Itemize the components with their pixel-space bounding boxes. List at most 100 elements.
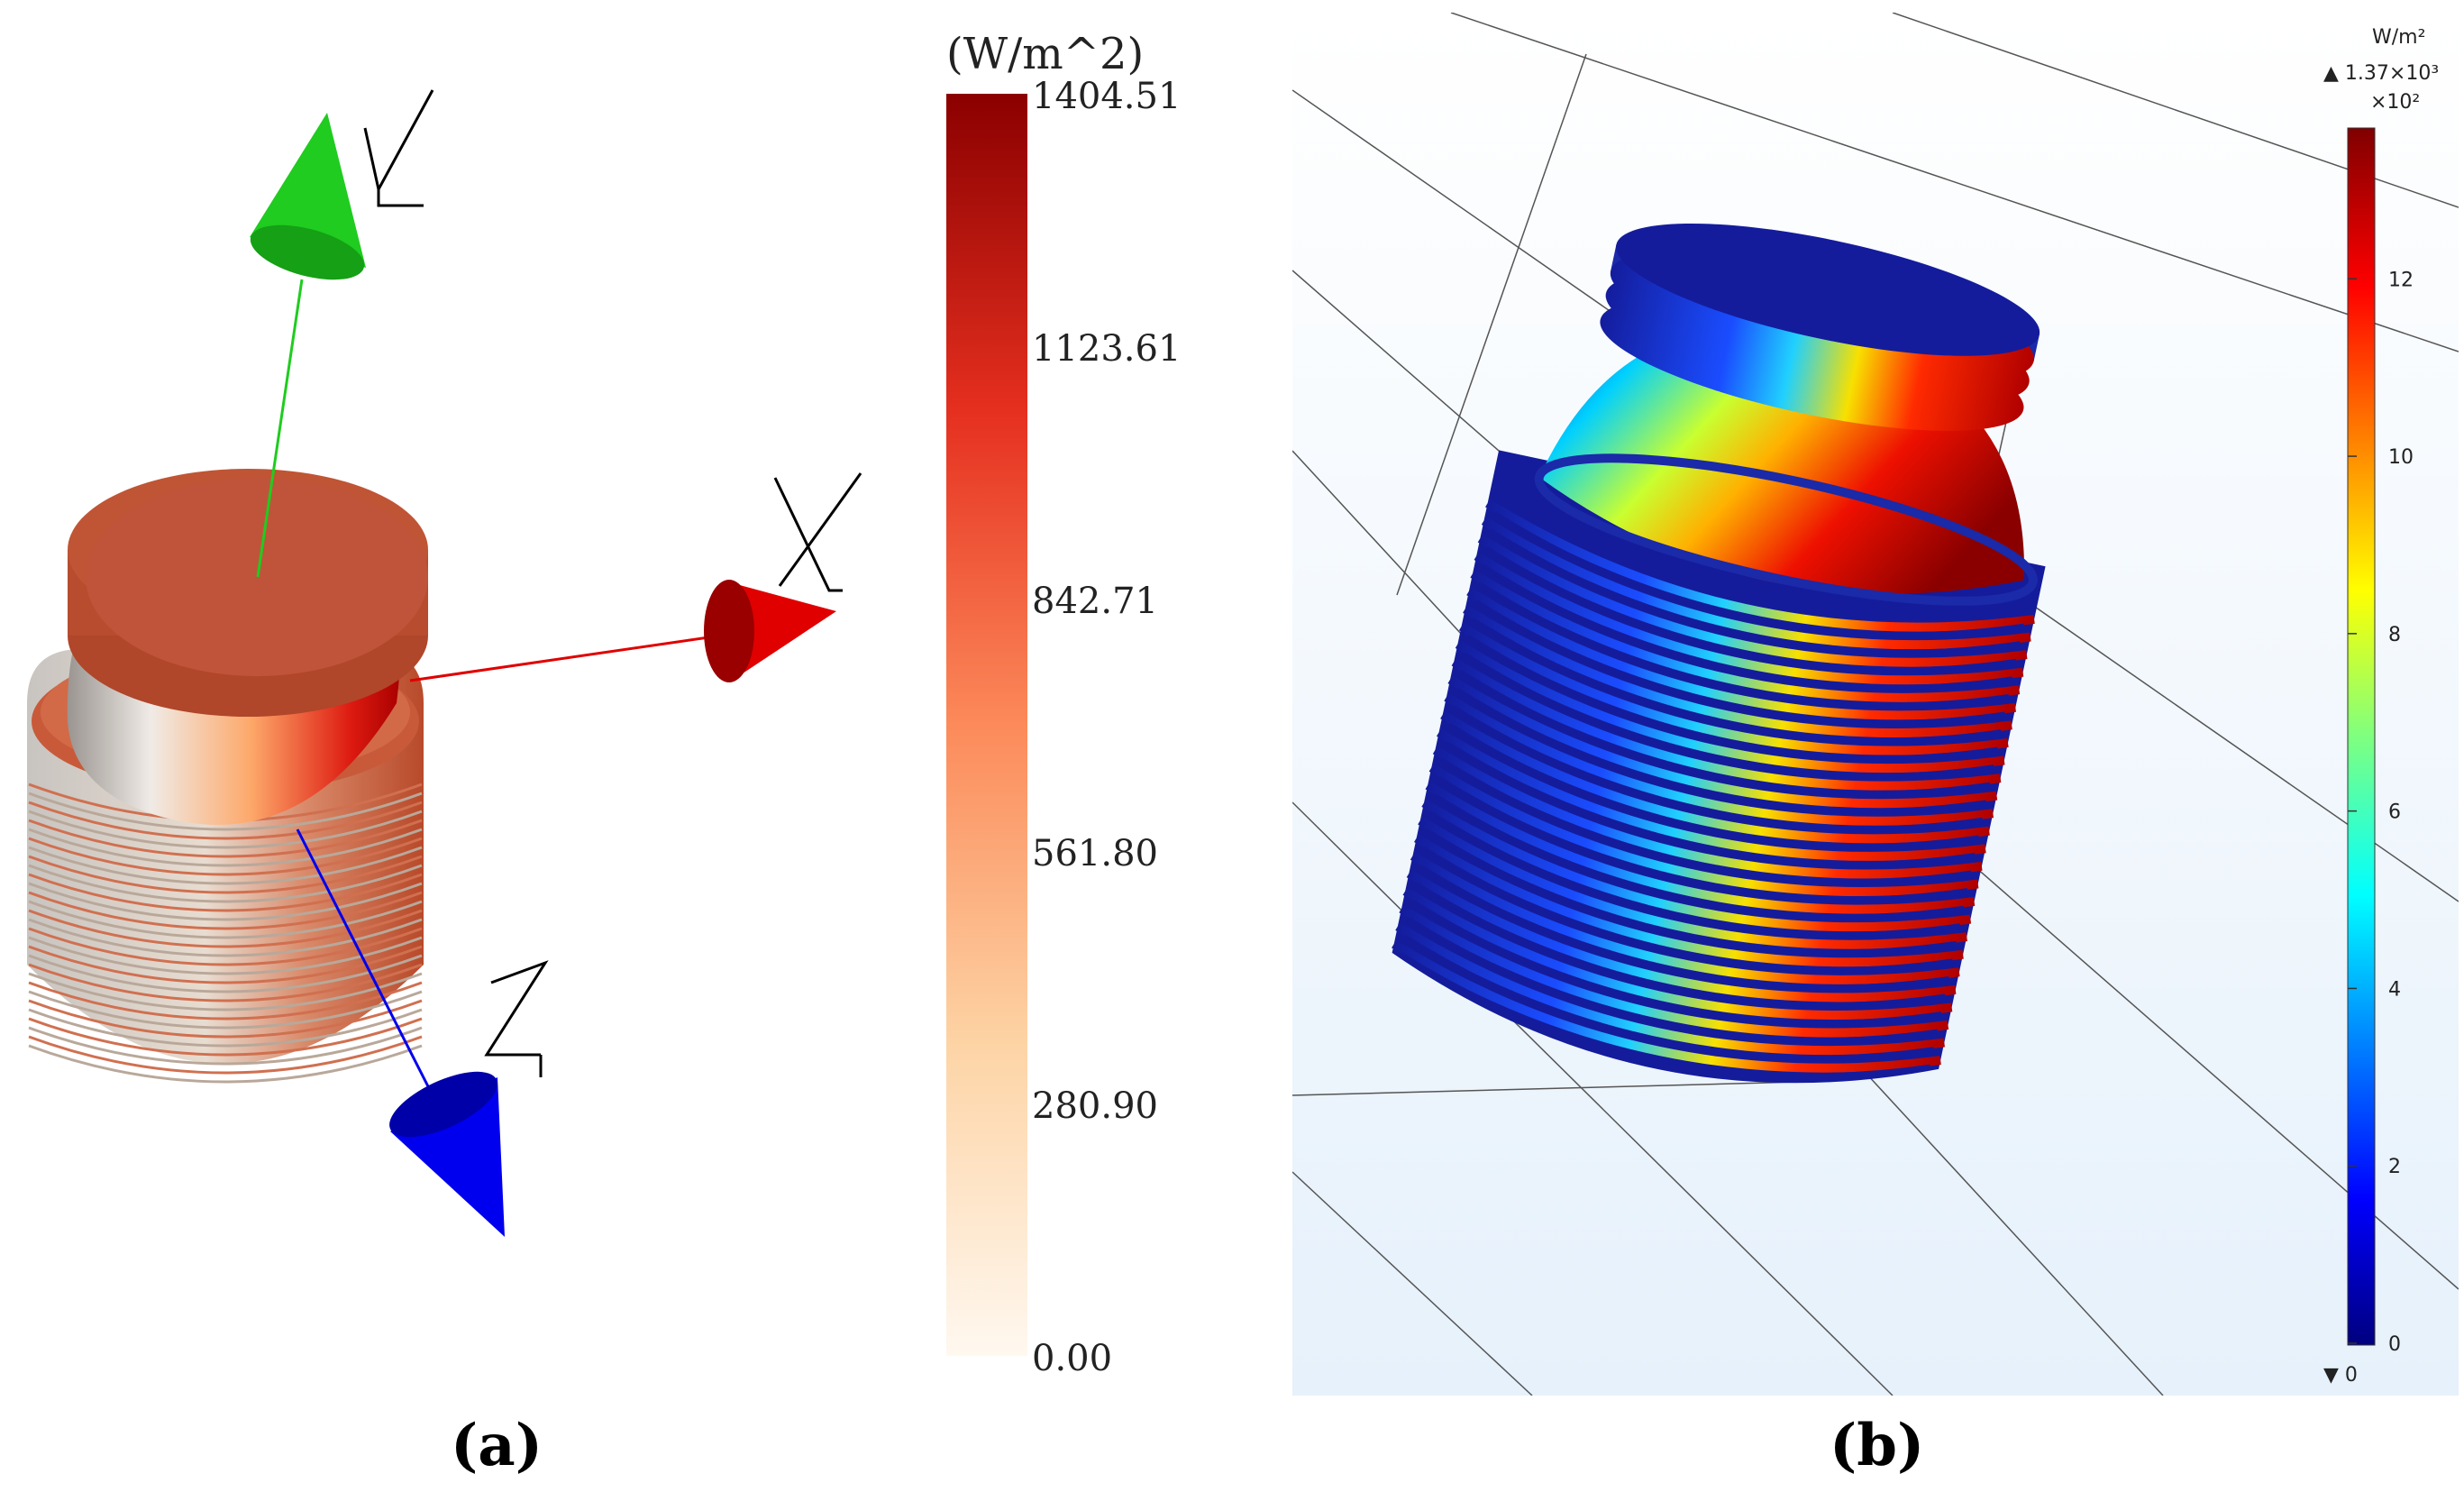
thread-ring-b [1399,904,1949,1038]
thread-ring-b [1395,922,1945,1056]
thread-groove-b [1493,511,2024,636]
axis-z-arrow [296,828,505,1237]
thread-groove-b [1460,670,1991,795]
thread-ring-a [28,792,423,831]
thread-ring-b [1455,640,2005,773]
thread-ring-a [28,891,423,930]
thread-ring-a [28,819,423,858]
axis-z-label-glyph [484,960,549,1077]
colorbar-b-tick-label: 2 [2388,1156,2401,1178]
axis-x-arrow [409,580,836,682]
thread-ring-b [1428,764,1979,897]
thread-ring-a [28,999,423,1039]
caption-a: (a) [451,1412,543,1479]
thread-ring-a [28,900,423,939]
thread-ring-a [28,864,423,903]
thread-groove-b [1411,899,1942,1024]
thread-ring-a [28,1044,423,1084]
thread-ring-a [28,882,423,921]
thread-ring-a [28,1035,423,1075]
threads-b [1392,499,2035,1077]
colorbar-b-tick-label: 4 [2388,978,2401,1001]
thread-ring-a [28,837,423,876]
thread-ring-b [1444,692,1994,826]
thread-ring-b [1414,834,1964,967]
colorbar-b-min: ▼ 0 [2323,1364,2358,1387]
caption-b: (b) [1830,1412,1924,1479]
thread-ring-b [1418,816,1967,949]
thread-groove-b [1445,740,1976,865]
thread-ring-a [28,927,423,966]
thread-ring-b [1458,622,2009,755]
thread-ring-a [28,963,423,1002]
thread-groove-b [1433,793,1965,919]
thread-ring-a [28,972,423,1011]
thread-ring-b [1447,675,1998,809]
colorbar-a-tick-label: 1123.61 [1032,328,1181,370]
thread-groove-b [1483,563,2013,689]
thread-groove-b [1403,934,1934,1059]
thread-ring-a [28,846,423,885]
thread-ring-b [1481,517,2031,650]
thread-groove-b [1486,546,2017,672]
colorbar-a-tick-label: 280.90 [1032,1085,1158,1127]
colorbar-b-tick-label: 6 [2388,801,2401,824]
thread-groove-b [1471,617,2002,742]
thread-ring-b [1470,570,2021,702]
thread-ring-a [28,918,423,957]
thread-ring-b [1410,852,1960,984]
thread-groove-b [1478,581,2010,707]
colorbar-b-ticks: 12 10 8 6 4 2 0 [2348,269,2414,1356]
thread-groove-b [1467,635,1998,760]
colorbar-a-unit: (W/m^2) [946,29,1144,79]
thread-ring-a [28,981,423,1021]
thread-groove-b [1490,528,2021,654]
thread-ring-a [28,828,423,867]
axis-x-label-glyph [773,472,862,592]
thread-groove-b [1426,828,1957,954]
thread-groove-b [1448,723,1979,847]
thread-ring-a [28,936,423,975]
thread-ring-a [28,1008,423,1048]
thread-ring-b [1466,587,2016,720]
axis-y-arrow [250,113,366,578]
colorbar-a-tick-label: 842.71 [1032,581,1158,622]
thread-groove-b [1429,810,1961,936]
thread-ring-a [28,873,423,912]
thread-groove-b [1415,882,1946,1006]
thread-ring-b [1402,887,1953,1020]
colorbar-b-tick-label: 12 [2388,269,2414,291]
colorbar-b-unit: W/m² [2372,26,2425,49]
thread-groove-b [1400,952,1930,1077]
threads-a [28,783,423,1084]
thread-ring-a [28,1026,423,1066]
thread-ring-b [1477,534,2028,667]
thread-groove-b [1419,864,1949,989]
thread-groove-b [1452,705,1983,830]
colorbar-b-multiplier: ×10² [2370,91,2420,114]
thread-ring-a [28,1017,423,1057]
thread-ring-b [1425,781,1976,914]
panel-a-model [27,469,428,1084]
thread-ring-a [28,810,423,849]
thread-ring-a [28,801,423,840]
colorbar-a-tick-label: 1404.51 [1032,76,1181,117]
colorbar-a-ticks: 1404.51 1123.61 842.71 561.80 280.90 0.00 [1032,76,1181,1379]
thread-ring-b [1463,605,2012,737]
thread-ring-b [1392,939,1941,1073]
thread-groove-b [1441,758,1972,883]
colorbar-b-tick-label: 10 [2388,446,2414,469]
colorbar-a [946,94,1027,1356]
colorbar-b-tick-label: 0 [2388,1333,2401,1356]
colorbar-a-tick-label: 0.00 [1032,1338,1112,1379]
colorbar-b-max: ▲ 1.37×10³ [2323,62,2439,85]
thread-ring-b [1432,746,1983,879]
thread-ring-a [28,855,423,894]
thread-ring-b [1436,728,1986,861]
thread-ring-a [28,945,423,984]
thread-groove-b [1474,600,2005,724]
colorbar-b-tick-label: 8 [2388,624,2401,646]
thread-groove-b [1437,775,1968,901]
thread-ring-b [1451,657,2002,791]
